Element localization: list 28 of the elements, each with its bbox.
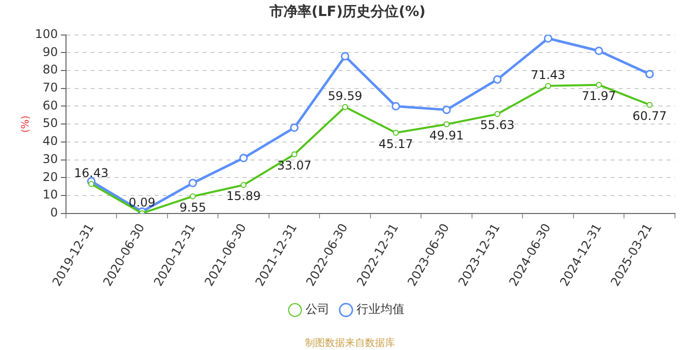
legend-label: 公司 bbox=[306, 302, 330, 316]
data-label: 49.91 bbox=[429, 128, 464, 142]
y-tick-label: 80 bbox=[42, 62, 58, 77]
legend-label: 行业均值 bbox=[356, 302, 404, 316]
y-tick-label: 0 bbox=[50, 206, 58, 220]
data-label: 71.43 bbox=[530, 68, 566, 82]
y-tick-label: 30 bbox=[42, 152, 58, 166]
y-axis-title: (%) bbox=[20, 115, 32, 133]
text: 制图数据来自数据库 bbox=[304, 336, 396, 350]
y-tick-label: 90 bbox=[42, 44, 58, 59]
y-tick-label: 100 bbox=[35, 26, 58, 41]
y-tick-label: 50 bbox=[42, 116, 58, 130]
data-label: 71.97 bbox=[582, 88, 616, 103]
data-label: 45.17 bbox=[378, 136, 414, 151]
data-label: 16.43 bbox=[74, 166, 108, 180]
data-label: 9.55 bbox=[179, 200, 206, 214]
y-tick-label: 70 bbox=[42, 80, 58, 95]
data-label: 33.07 bbox=[277, 158, 312, 172]
y-tick-label: 10 bbox=[42, 188, 58, 202]
data-label: 59.59 bbox=[328, 89, 362, 104]
data-label: 0.09 bbox=[128, 195, 156, 210]
chart-title: 市净率(LF)历史分位(%) bbox=[268, 3, 426, 20]
data-label: 15.89 bbox=[226, 189, 261, 204]
y-tick-label: 40 bbox=[42, 134, 58, 148]
y-tick-label: 20 bbox=[42, 170, 58, 184]
data-label: 55.63 bbox=[480, 118, 515, 132]
data-label: 60.77 bbox=[632, 108, 667, 123]
y-tick-label: 60 bbox=[42, 98, 58, 112]
